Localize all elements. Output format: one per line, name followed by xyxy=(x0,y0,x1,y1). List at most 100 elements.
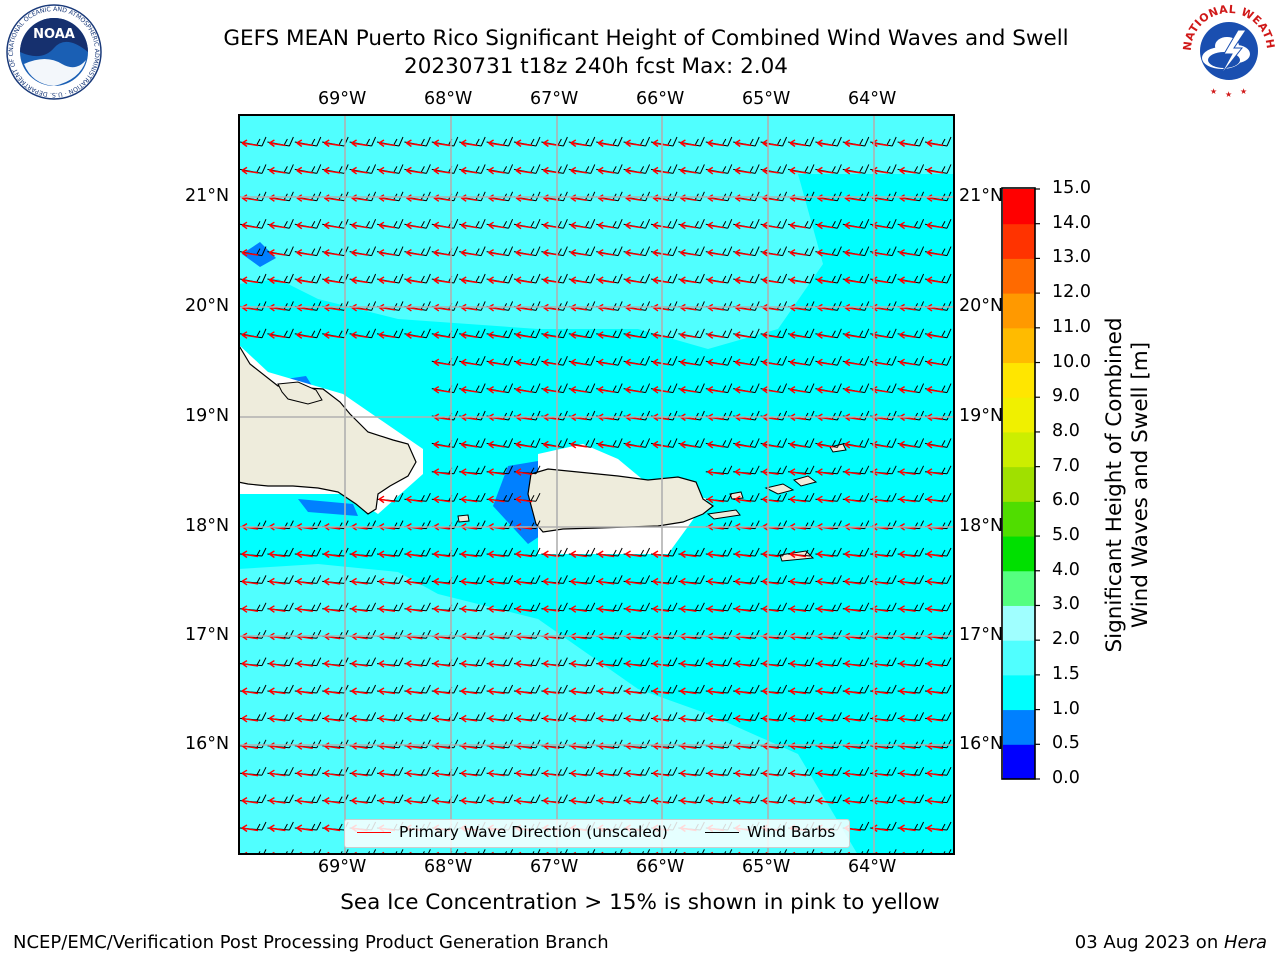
wave-direction-arrow xyxy=(268,659,286,668)
wave-direction-arrow xyxy=(351,166,368,175)
wave-direction-arrow xyxy=(926,331,944,339)
lon-label: 68°W xyxy=(424,857,473,877)
wave-direction-arrow xyxy=(625,659,642,668)
wave-direction-arrow xyxy=(405,550,423,559)
wave-direction-arrow xyxy=(707,276,724,285)
wave-direction-arrow xyxy=(679,166,697,175)
wave-direction-arrow xyxy=(241,166,259,175)
wave-direction-arrow xyxy=(899,385,916,394)
wave-direction-arrow xyxy=(652,796,670,805)
wave-direction-arrow xyxy=(844,796,861,805)
wave-direction-arrow xyxy=(515,139,533,148)
colorbar-segment xyxy=(1003,466,1035,502)
wave-direction-arrow xyxy=(460,221,478,230)
wave-direction-arrow xyxy=(378,550,396,559)
svg-text:★: ★ xyxy=(1225,90,1232,99)
wave-direction-arrow xyxy=(268,331,286,339)
colorbar-tick-label: 4.0 xyxy=(1052,559,1080,580)
wave-direction-arrow xyxy=(570,385,587,394)
wave-direction-arrow xyxy=(679,331,697,339)
wave-direction-arrow xyxy=(762,495,779,504)
wave-direction-arrow xyxy=(378,248,396,257)
wave-direction-arrow xyxy=(241,248,259,257)
wave-direction-arrow xyxy=(488,221,505,230)
wave-direction-arrow xyxy=(816,440,834,449)
wave-direction-arrow xyxy=(405,331,423,339)
wave-direction-arrow xyxy=(707,248,724,257)
wave-direction-arrow xyxy=(460,358,478,367)
wave-direction-arrow xyxy=(488,605,505,613)
wave-direction-arrow xyxy=(405,769,423,778)
wave-direction-arrow xyxy=(460,769,478,778)
wave-direction-arrow xyxy=(268,276,286,285)
wave-direction-arrow xyxy=(597,659,615,668)
wave-direction-arrow xyxy=(488,248,505,257)
wave-direction-arrow xyxy=(734,796,752,805)
lon-label: 69°W xyxy=(318,857,367,877)
wave-direction-arrow xyxy=(899,824,916,833)
wave-direction-arrow xyxy=(652,331,670,339)
wave-direction-arrow xyxy=(734,276,752,285)
wave-direction-arrow xyxy=(679,221,697,230)
wave-direction-arrow xyxy=(652,550,670,559)
colorbar-segment xyxy=(1003,709,1035,745)
wave-direction-arrow xyxy=(734,605,752,613)
wave-direction-arrow xyxy=(679,385,697,394)
wave-direction-arrow xyxy=(899,687,916,696)
wave-direction-arrow xyxy=(597,358,615,367)
wave-direction-arrow xyxy=(296,331,313,339)
wave-direction-arrow xyxy=(707,358,724,367)
wave-direction-arrow xyxy=(570,769,587,778)
wave-direction-arrow xyxy=(570,577,587,586)
wave-direction-arrow xyxy=(762,248,779,257)
wave-direction-arrow xyxy=(926,769,944,778)
wave-direction-arrow xyxy=(433,687,450,696)
wave-direction-arrow xyxy=(241,550,259,559)
wave-direction-arrow xyxy=(625,248,642,257)
wave-direction-arrow xyxy=(816,468,834,476)
wave-direction-arrow xyxy=(899,276,916,285)
wave-direction-arrow xyxy=(296,139,313,148)
wave-direction-arrow xyxy=(405,714,423,723)
wave-direction-arrow xyxy=(707,139,724,148)
wave-direction-arrow xyxy=(433,276,450,285)
wave-direction-arrow xyxy=(296,714,313,723)
wave-direction-arrow xyxy=(515,550,533,559)
colorbar-segment xyxy=(1003,501,1035,537)
wave-direction-arrow xyxy=(488,440,505,449)
wave-direction-arrow xyxy=(515,248,533,257)
wave-direction-arrow xyxy=(844,276,861,285)
wave-direction-arrow xyxy=(433,605,450,613)
lon-label: 67°W xyxy=(530,857,579,877)
wave-direction-arrow xyxy=(789,276,807,285)
wave-direction-arrow xyxy=(707,495,724,504)
colorbar xyxy=(1001,187,1040,780)
wave-direction-arrow xyxy=(433,440,450,449)
wave-direction-arrow xyxy=(816,769,834,778)
wave-direction-arrow xyxy=(296,769,313,778)
wave-direction-arrow xyxy=(296,550,313,559)
wave-direction-arrow xyxy=(488,659,505,668)
lon-label: 65°W xyxy=(742,857,791,877)
wave-direction-arrow xyxy=(734,358,752,367)
wave-direction-arrow xyxy=(762,687,779,696)
wave-direction-arrow xyxy=(926,358,944,367)
wave-direction-arrow xyxy=(460,385,478,394)
wave-direction-arrow xyxy=(707,440,724,449)
wave-direction-arrow xyxy=(323,248,341,257)
wave-direction-arrow xyxy=(296,577,313,586)
wave-direction-arrow xyxy=(597,687,615,696)
colorbar-tick-label: 3.0 xyxy=(1052,594,1080,615)
colorbar-tick-label: 14.0 xyxy=(1052,212,1091,233)
wave-direction-arrow xyxy=(707,796,724,805)
wave-direction-arrow xyxy=(597,796,615,805)
wave-direction-arrow xyxy=(433,139,450,148)
colorbar-tick-label: 12.0 xyxy=(1052,282,1091,303)
wave-direction-arrow xyxy=(351,659,368,668)
wave-direction-arrow xyxy=(762,139,779,148)
lat-label: 17°N xyxy=(959,625,1004,645)
wave-direction-arrow xyxy=(570,331,587,339)
wave-direction-arrow xyxy=(844,248,861,257)
wave-direction-arrow xyxy=(816,687,834,696)
wave-height-map xyxy=(238,114,955,855)
